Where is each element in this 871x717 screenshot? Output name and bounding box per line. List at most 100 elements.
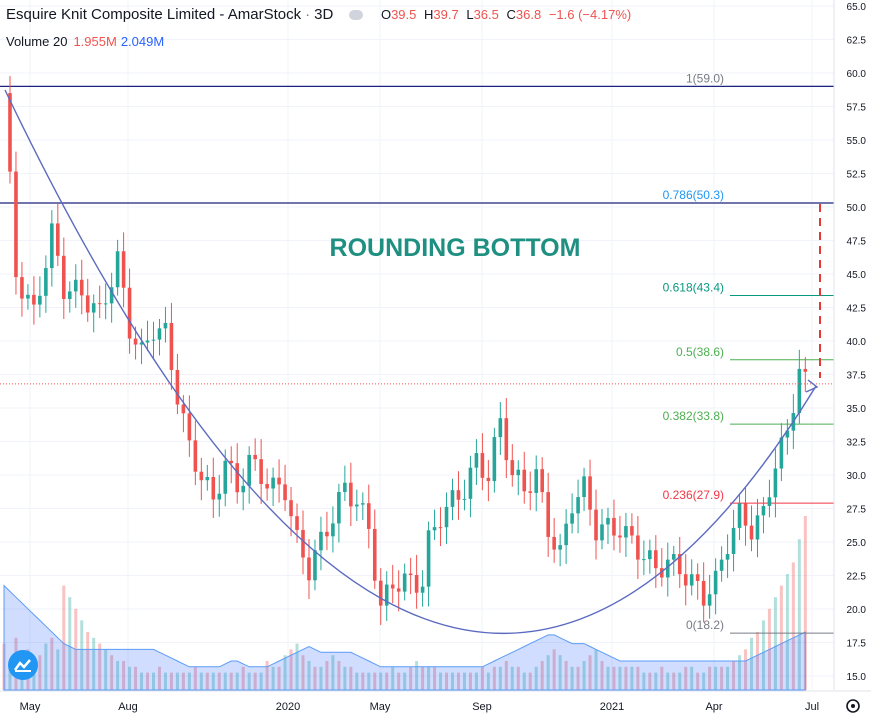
volume-bar: [480, 666, 484, 690]
time-tick-label: Aug: [118, 701, 138, 713]
price-tick-label: 35.0: [847, 404, 867, 415]
candle: [594, 489, 598, 560]
candle: [26, 284, 30, 310]
horizontal-lines[interactable]: 59.050.3: [0, 79, 870, 210]
volume-label[interactable]: Volume 20: [6, 34, 68, 49]
volume-bar: [152, 672, 155, 690]
chart-settings-icon: [846, 699, 860, 713]
volume-bar: [265, 661, 269, 690]
fib-level-label: 1(59.0): [686, 71, 724, 85]
candle: [648, 539, 652, 574]
volume-bar: [391, 666, 395, 690]
volume-bar: [259, 672, 263, 690]
volume-bar: [229, 672, 233, 690]
candle: [552, 518, 556, 563]
volume-bar: [726, 666, 730, 690]
candle: [660, 548, 664, 587]
price-tick-label: 50.0: [847, 203, 867, 214]
candle: [486, 460, 491, 502]
volume-bar: [271, 666, 275, 690]
volume-bar: [397, 672, 401, 690]
volume-bar: [217, 672, 221, 690]
volume-bar: [319, 666, 323, 690]
rounding-bottom-curve[interactable]: [4, 89, 821, 634]
volume-bar: [624, 666, 628, 690]
price-tick-label: 25.0: [847, 538, 867, 549]
volume-bar: [732, 661, 736, 690]
volume-bar: [588, 655, 592, 690]
fib-level-label: 0.786(50.3): [663, 188, 724, 202]
volume-bar: [343, 666, 347, 690]
price-tick-label: 55.0: [847, 136, 867, 147]
volume-bar: [486, 672, 490, 690]
volume-bar: [62, 585, 66, 690]
candle: [522, 451, 527, 504]
candle: [432, 509, 437, 541]
candle: [265, 468, 269, 501]
price-change: −1.6 (−4.17%): [548, 7, 632, 22]
volume-bar: [744, 649, 748, 690]
candle: [582, 467, 586, 512]
volume-bar: [755, 632, 759, 690]
volume-bar: [355, 672, 359, 690]
volume-bar: [439, 672, 443, 690]
volume-bar: [779, 585, 783, 690]
candle: [277, 459, 281, 503]
price-tick-label: 42.5: [847, 304, 867, 315]
volume-bar: [451, 672, 454, 690]
candle: [187, 395, 192, 457]
candle: [38, 276, 42, 318]
candle: [349, 462, 353, 527]
volume-legend: Volume 20 1.955M 2.049M: [6, 34, 164, 49]
interval[interactable]: 3D: [314, 6, 334, 23]
volume-bar: [361, 672, 365, 690]
volume-bar: [690, 666, 694, 690]
volume-bar: [678, 672, 682, 690]
volume-bar: [283, 655, 287, 690]
time-tick-label: 2021: [600, 701, 624, 713]
candle: [223, 449, 228, 507]
volume-bar: [462, 672, 466, 690]
price-axis-background: [834, 0, 871, 717]
candle: [331, 506, 335, 553]
candle: [44, 255, 48, 313]
candle: [677, 536, 682, 588]
volume-bar: [44, 643, 48, 690]
candle: [372, 509, 377, 589]
volume-bar: [289, 649, 293, 690]
candle: [361, 492, 365, 521]
volume-bar: [564, 661, 568, 690]
candle: [8, 76, 12, 184]
candle: [50, 210, 54, 287]
eye-icon[interactable]: [349, 10, 364, 21]
fib-level-label: 0(18.2): [686, 618, 724, 632]
candle: [606, 507, 610, 545]
candle: [743, 487, 748, 546]
time-axis[interactable]: May Aug 2020 May Sep 2021 Apr Jul: [0, 690, 871, 713]
candle: [630, 513, 634, 544]
candle: [378, 568, 383, 626]
price-tick-label: 47.5: [847, 237, 867, 248]
candle: [725, 534, 730, 578]
price-tick-label: 17.5: [847, 639, 867, 650]
candle: [564, 509, 568, 564]
price-tick-label: 32.5: [847, 438, 867, 449]
time-tick-label: May: [370, 701, 391, 713]
candle: [343, 465, 347, 502]
price-axis[interactable]: 65.0 62.5 60.0 57.5 55.0 52.5 50.0 47.5 45.0 42.5…: [833, 0, 871, 717]
candle: [402, 563, 407, 601]
tradingview-logo-icon[interactable]: [8, 650, 38, 680]
fib-level-label: 0.5(38.6): [676, 345, 724, 359]
symbol-title[interactable]: Esquire Knit Composite Limited - AmarSto…: [6, 6, 302, 23]
ohlc-values: O39.5 H39.7 L36.5 C36.8 −1.6 (−4.17%): [380, 7, 632, 22]
candle: [325, 511, 329, 551]
fib-level-label: 0.382(33.8): [663, 409, 724, 423]
volume-bar: [205, 672, 209, 690]
candle: [420, 570, 425, 607]
price-tick-label: 62.5: [847, 36, 867, 47]
price-tick-label: 37.5: [847, 371, 867, 382]
volume-bar: [86, 632, 90, 690]
volume-bar: [630, 666, 634, 690]
volume-bar: [331, 655, 335, 690]
